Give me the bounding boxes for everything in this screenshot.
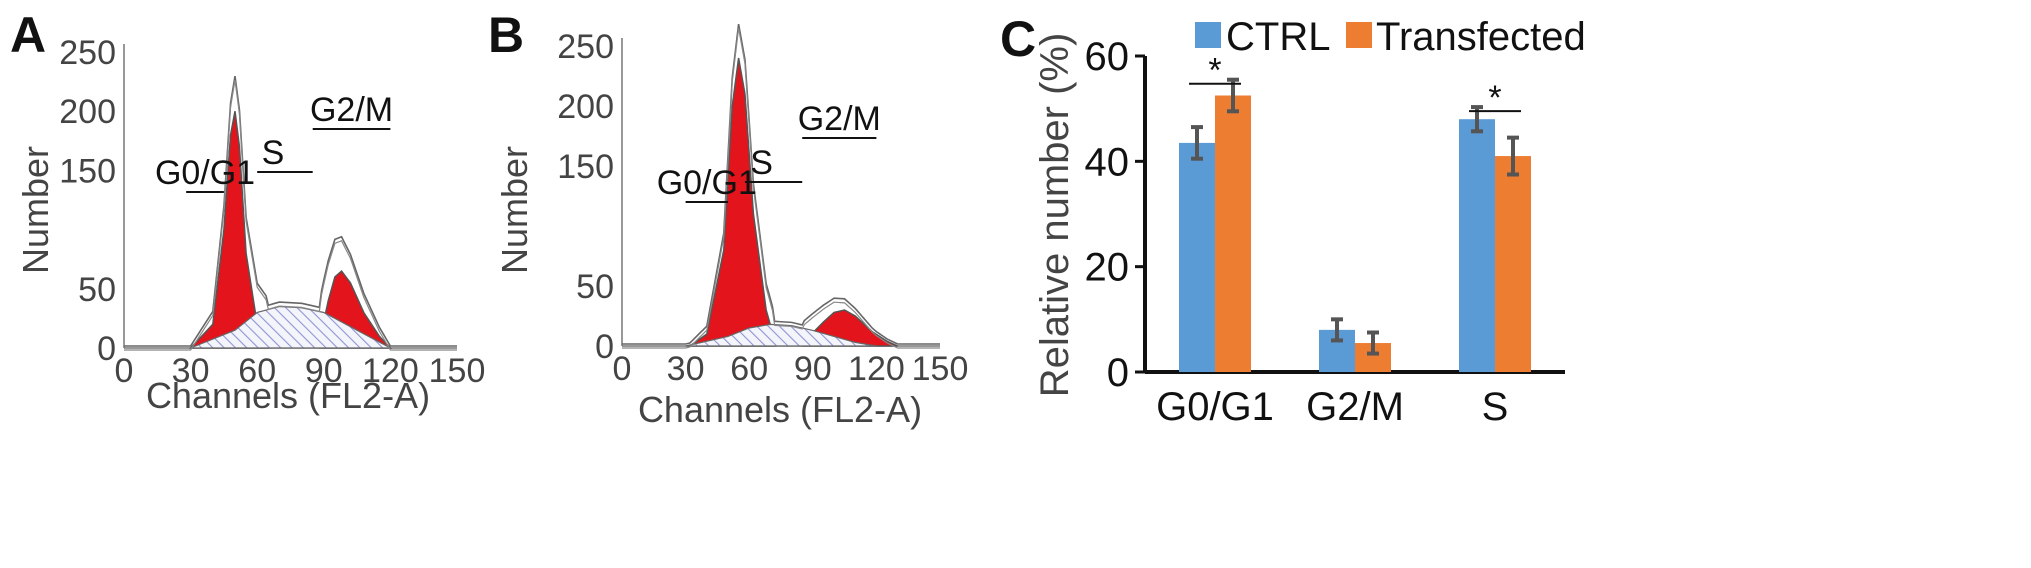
x-tick-label: 150 [912, 350, 969, 388]
x-axis-label-a: Channels (FL2-A) [146, 375, 430, 416]
gate-label: G2/M [310, 91, 393, 129]
x-tick-label: G2/M [1306, 385, 1404, 429]
gate-label: S [262, 134, 285, 172]
histogram-plot-a [123, 44, 457, 351]
x-tick-label: 60 [238, 352, 276, 390]
y-tick-label: 50 [78, 271, 116, 309]
gate-label: G0/G1 [155, 154, 255, 192]
x-tick-label: 120 [362, 352, 419, 390]
x-tick-label: 0 [115, 352, 134, 390]
significance-star: * [1488, 79, 1501, 117]
bar-ctrl [1459, 119, 1495, 372]
x-tick-label: 30 [667, 350, 705, 388]
x-axis-label-b: Channels (FL2-A) [638, 389, 922, 430]
x-tick-label: 120 [848, 350, 905, 388]
histogram-panel-b: B Number Channels (FL2-A) 0 50 150 200 250 0… [488, 7, 968, 430]
gate-label: G0/G1 [657, 164, 757, 202]
y-tick-label: 40 [1085, 140, 1130, 184]
y-axis-label-c: Relative number (%) [1033, 33, 1077, 398]
x-tick-label: G0/G1 [1156, 385, 1274, 429]
legend-swatch-ctrl [1195, 22, 1221, 48]
x-tick-label: 0 [613, 350, 632, 388]
x-ticks-a: 0 30 60 90 120 150 [115, 352, 486, 390]
bar-chart-panel-c: C CTRL Transfected Relative number (%) 0… [1000, 11, 1586, 429]
y-tick-label: 60 [1085, 35, 1130, 79]
bar-transfected [1215, 95, 1251, 372]
bars-c: ** [1179, 52, 1531, 372]
x-tick-label: 90 [305, 352, 343, 390]
envelope-outline-inner [622, 27, 940, 349]
histogram-panel-a: A Number Channels (FL2-A) 0 50 150 200 250 0… [10, 7, 485, 416]
panel-label-c: C [1000, 11, 1036, 67]
envelope-outline [124, 76, 457, 347]
y-tick-label: 0 [595, 328, 614, 366]
x-tick-label: S [1482, 385, 1509, 429]
bar-transfected [1495, 156, 1531, 372]
envelope-outline-inner [124, 80, 457, 351]
panel-label-a: A [10, 7, 46, 63]
y-axis-label-a: Number [15, 146, 56, 274]
legend-label-transfected: Transfected [1376, 15, 1586, 59]
gates-a: G0/G1S G2/M [155, 91, 393, 193]
y-tick-label: 250 [557, 28, 614, 66]
x-tick-label: 30 [172, 352, 210, 390]
legend-swatch-transfected [1346, 22, 1372, 48]
bar-ctrl [1179, 142, 1215, 372]
y-tick-label: 200 [59, 93, 116, 131]
y-tick-label: 150 [557, 148, 614, 186]
gate-label: S [750, 144, 773, 182]
legend-label-ctrl: CTRL [1226, 15, 1330, 59]
x-tick-label: 90 [794, 350, 832, 388]
y-tick-label: 0 [1107, 351, 1129, 395]
y-tick-label: 250 [59, 34, 116, 72]
y-tick-label: 50 [576, 268, 614, 306]
x-tick-label: 150 [429, 352, 486, 390]
envelope-outline [622, 23, 940, 345]
gate-label: G2/M [798, 100, 881, 138]
significance-star: * [1208, 52, 1221, 90]
y-tick-label: 20 [1085, 246, 1130, 290]
peak-s [190, 305, 391, 349]
legend-c: CTRL Transfected [1195, 15, 1586, 59]
y-ticks-b: 0 50 150 200 250 [557, 28, 614, 366]
y-tick-label: 150 [59, 152, 116, 190]
x-tick-label: 60 [730, 350, 768, 388]
y-ticks-a: 0 50 150 200 250 [59, 34, 116, 368]
x-ticks-b: 0 30 60 90 120 150 [613, 350, 969, 388]
y-axis-label-b: Number [494, 146, 535, 274]
panel-label-b: B [488, 7, 524, 63]
gates-b: G0/G1S G2/M [657, 100, 881, 203]
y-tick-label: 0 [97, 330, 116, 368]
histogram-plot-b [621, 23, 940, 349]
y-tick-label: 200 [557, 88, 614, 126]
